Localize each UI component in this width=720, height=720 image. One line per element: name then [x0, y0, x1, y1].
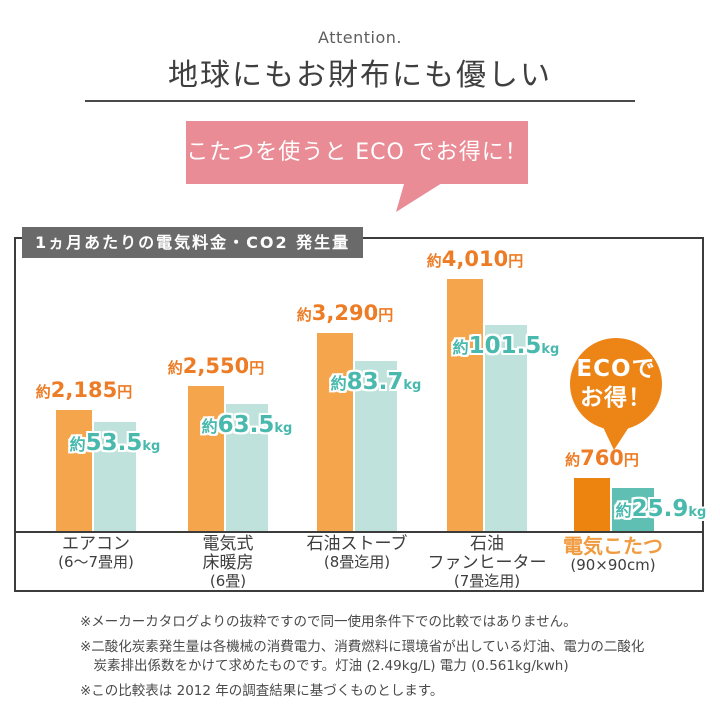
- yen-value-label: 約3,290円: [296, 301, 394, 325]
- category-label: 石油ストーブ (8畳迄用): [306, 534, 408, 572]
- footnotes: ※メーカーカタログよりの抜粋ですので同一使用条件下での比較ではありません。 ※二…: [80, 613, 655, 706]
- eco-badge-line1: ECOで: [576, 356, 656, 383]
- category-label: 石油 ファンヒーター (7畳迄用): [427, 534, 547, 591]
- bar-co2: [355, 361, 397, 531]
- yen-value-label: 約4,010円: [426, 247, 524, 271]
- kotatsu-speech-bubble: こたつを使うと ECO でお得に！: [186, 121, 528, 184]
- footnote: ※この比較表は 2012 年の調査結果に基づくものとします。: [80, 682, 444, 699]
- footnote: ※二酸化炭素発生量は各機械の消費電力、消費燃料に環境省が出している灯油、電力の二…: [80, 638, 645, 675]
- yen-value-label: 約2,185円: [35, 378, 133, 402]
- category-label: エアコン (6〜7畳用): [58, 534, 134, 572]
- chart-title-chip: 1ヵ月あたりの電気料金・CO2 発生量: [22, 227, 364, 258]
- footnote: ※メーカーカタログよりの抜粋ですので同一使用条件下での比較ではありません。: [80, 614, 577, 630]
- bar-yen: [188, 386, 224, 531]
- bar-co2: [226, 404, 268, 531]
- co2-value-label: 約53.5kg: [69, 430, 161, 456]
- category-label: 電気こたつ (90×90cm): [563, 534, 663, 575]
- yen-value-label: 約2,550円: [167, 354, 265, 378]
- co2-value-label: 約25.9kg: [615, 496, 707, 522]
- title-divider: [85, 100, 635, 102]
- category-axis-line: [16, 531, 702, 533]
- speech-bubble-tail: [396, 183, 442, 212]
- attention-label: Attention.: [318, 28, 402, 47]
- co2-value-label: 約101.5kg: [452, 333, 560, 359]
- page-title: 地球にもお財布にも優しい: [168, 58, 552, 93]
- category-label: 電気式 床暖房 (6畳): [202, 534, 254, 591]
- chart-plot-area: 約2,185円約53.5kg エアコン (6〜7畳用) 約2,550円約63.5kg 電…: [16, 239, 707, 591]
- bar-yen: [317, 333, 353, 531]
- bar-yen: [574, 478, 610, 531]
- bar-co2: [612, 488, 654, 531]
- eco-badge-line2: お得！: [580, 385, 652, 411]
- yen-value-label: 約760円: [565, 446, 639, 470]
- bar-co2: [485, 325, 527, 531]
- co2-value-label: 約63.5kg: [201, 412, 293, 438]
- bar-yen: [56, 410, 92, 531]
- eco-badge: ECOで お得！: [570, 338, 662, 430]
- bar-yen: [447, 279, 483, 531]
- co2-value-label: 約83.7kg: [330, 369, 422, 395]
- bar-co2: [94, 422, 136, 531]
